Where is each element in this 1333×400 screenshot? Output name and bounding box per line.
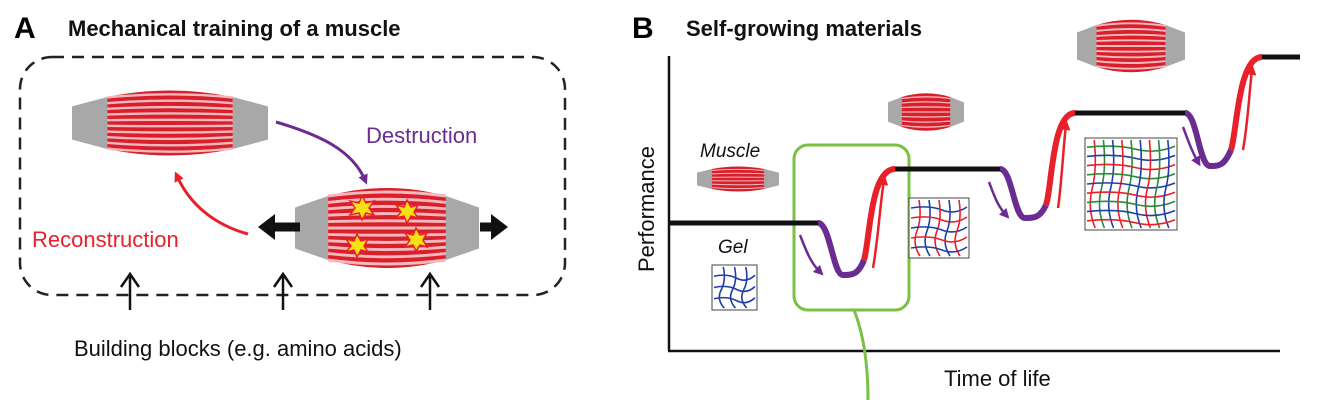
reconstruction-arrow <box>871 175 889 269</box>
building-block-arrows <box>119 271 441 310</box>
gel-label: Gel <box>718 237 748 258</box>
reconstruction-arrow <box>1056 120 1071 209</box>
damage-markers <box>343 194 429 259</box>
performance-cycles <box>816 54 1263 279</box>
panel-a-letter: A <box>14 12 36 45</box>
reconstruction-arrow <box>174 171 249 236</box>
reconstruction-label: Reconstruction <box>32 227 179 252</box>
destruction-arrow <box>275 120 368 185</box>
destruction-arrow <box>1181 126 1201 167</box>
panel-a-title: Mechanical training of a muscle <box>68 16 401 41</box>
panel-b: B Self-growing materials Performance Tim… <box>632 12 1300 400</box>
muscle-label: Muscle <box>700 141 760 162</box>
damage-star-icon <box>348 194 376 222</box>
muscle-large-icon <box>1077 19 1185 73</box>
panel-a: A Mechanical training of a muscle Destru… <box>14 12 567 361</box>
damage-star-icon <box>403 226 429 253</box>
performance-plateaus <box>669 54 1300 226</box>
x-axis-label: Time of life <box>944 366 1051 391</box>
muscle-damaged-icon <box>295 188 479 268</box>
panel-b-letter: B <box>632 12 654 45</box>
gel-network-large-icon <box>1084 137 1178 231</box>
gel-network-medium-icon <box>908 197 970 259</box>
damage-star-icon <box>343 232 370 259</box>
gel-network-small-icon <box>711 264 758 311</box>
muscle-intact-icon <box>72 90 268 156</box>
muscle-small-icon <box>697 166 779 192</box>
y-axis-label: Performance <box>634 146 659 272</box>
cycle-arrows <box>798 65 1257 276</box>
destruction-label: Destruction <box>366 123 477 148</box>
training-cycle-box <box>18 55 567 297</box>
tension-arrows-icon <box>258 214 508 240</box>
highlight-callout-line <box>852 309 870 400</box>
damage-star-icon <box>393 198 420 225</box>
destruction-arrow <box>798 234 824 276</box>
reconstruction-arrow <box>1241 65 1257 151</box>
panel-b-title: Self-growing materials <box>686 16 922 41</box>
destruction-arrow <box>987 181 1010 219</box>
building-blocks-label: Building blocks (e.g. amino acids) <box>74 336 402 361</box>
muscle-medium-icon <box>888 93 964 131</box>
